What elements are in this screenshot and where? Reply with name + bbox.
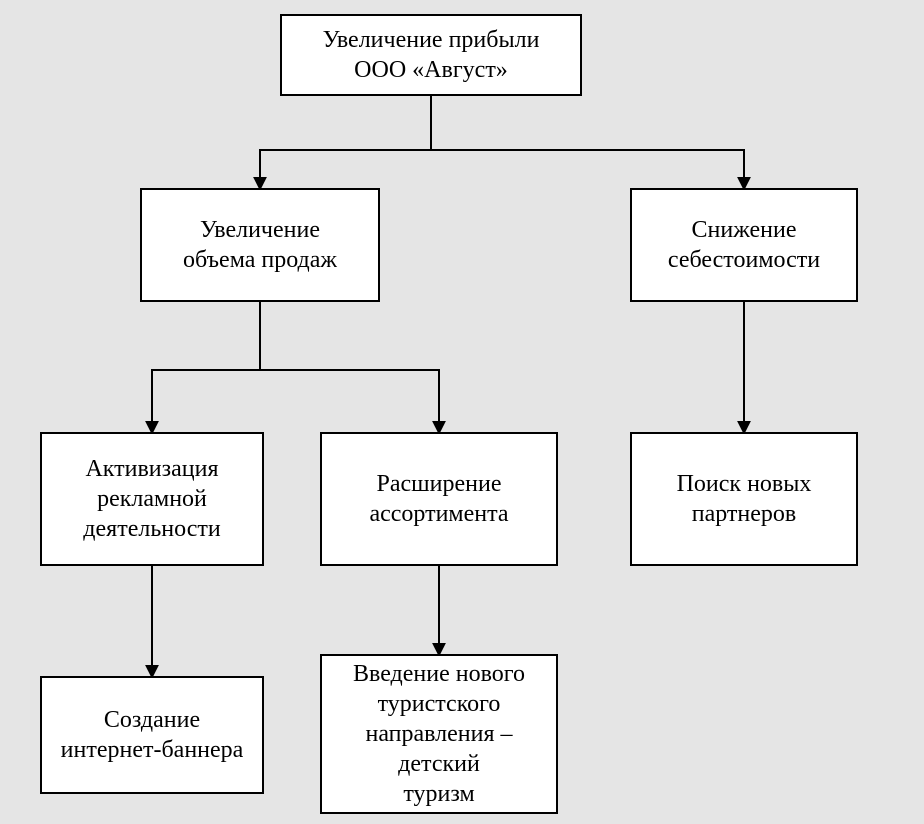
node-sales: Увеличениеобъема продаж: [140, 188, 380, 302]
node-cost: Снижениесебестоимости: [630, 188, 858, 302]
node-tour: Введение новоготуристскогонаправления – …: [320, 654, 558, 814]
edge-sales-assort: [260, 302, 439, 432]
edge-root-sales: [260, 96, 431, 188]
node-ads: Активизациярекламнойдеятельности: [40, 432, 264, 566]
node-root: Увеличение прибылиООО «Август»: [280, 14, 582, 96]
edge-root-cost: [431, 96, 744, 188]
node-assort: Расширениеассортимента: [320, 432, 558, 566]
edge-sales-ads: [152, 302, 260, 432]
node-partn: Поиск новыхпартнеров: [630, 432, 858, 566]
flowchart-canvas: Увеличение прибылиООО «Август» Увеличение…: [0, 0, 924, 824]
node-banner: Созданиеинтернет-баннера: [40, 676, 264, 794]
